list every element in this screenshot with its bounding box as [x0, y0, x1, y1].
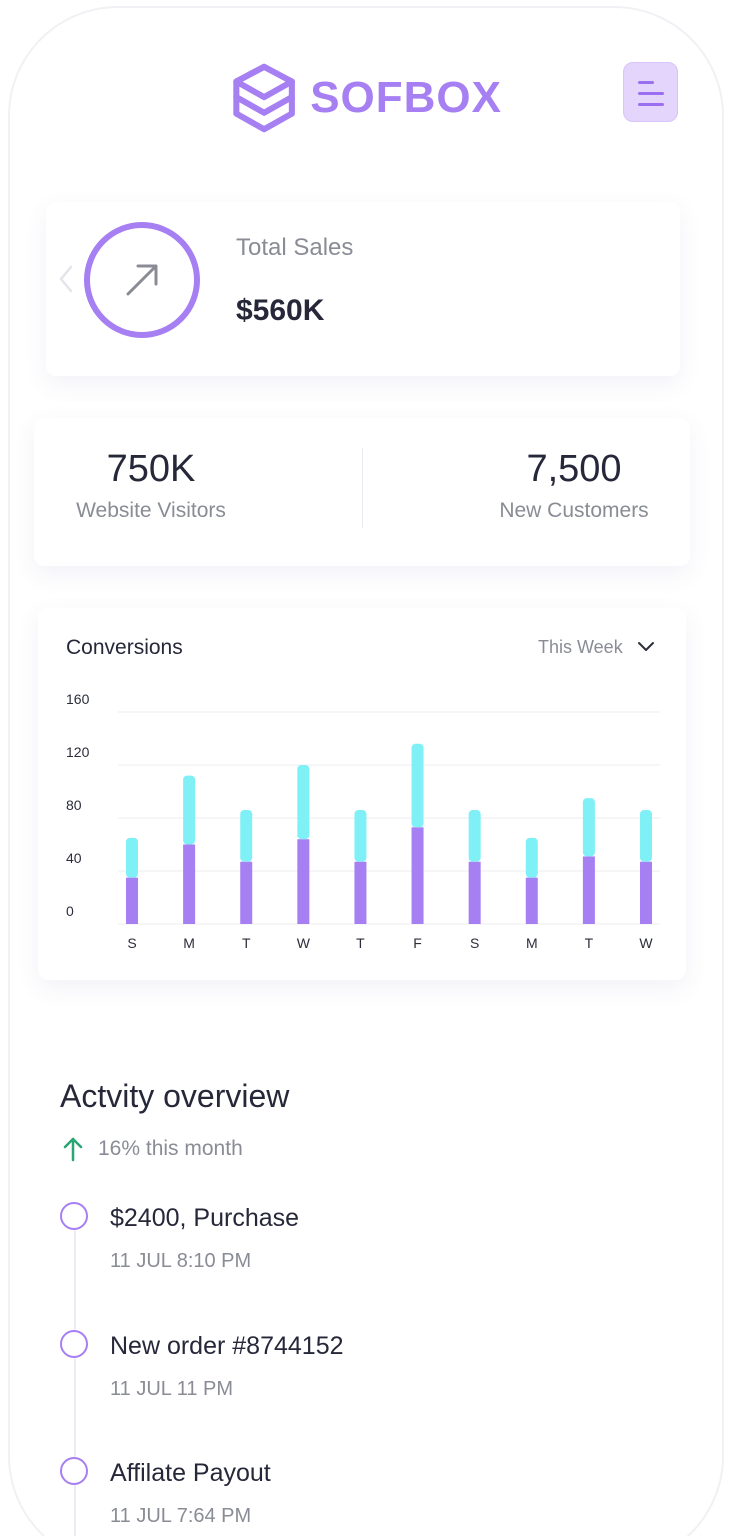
x-tick-label: F — [413, 935, 422, 951]
chevron-down-icon — [637, 642, 654, 651]
y-tick-label: 80 — [66, 797, 82, 813]
timeline-item-time: 11 JUL 8:10 PM — [110, 1250, 252, 1272]
bar-segment[interactable] — [525, 837, 538, 878]
bar-segment[interactable] — [582, 798, 595, 857]
bar-segment[interactable] — [411, 743, 424, 828]
bar-segment[interactable] — [240, 861, 253, 924]
conversions-title: Conversions — [66, 636, 183, 659]
x-tick-label: S — [127, 935, 136, 951]
bar-segment[interactable] — [640, 861, 652, 924]
brand-name: SOFBOX — [310, 73, 502, 122]
x-tick-label: W — [297, 935, 311, 951]
bar-segment[interactable] — [468, 810, 481, 862]
timeline-dot — [60, 1330, 88, 1358]
stats-card: 750K Website Visitors 7,500 New Customer… — [34, 418, 690, 566]
x-tick-label: T — [242, 935, 251, 951]
bar-segment[interactable] — [640, 810, 652, 862]
timeline-item-time: 11 JUL 7:64 PM — [110, 1505, 252, 1527]
time-range-label: This Week — [538, 636, 623, 657]
arrow-up-icon — [63, 1137, 83, 1162]
timeline-item-title: $2400, Purchase — [110, 1204, 300, 1232]
x-tick-label: T — [585, 935, 594, 951]
brand-logo[interactable]: SOFBOX — [232, 56, 502, 140]
menu-icon-bar — [638, 103, 664, 106]
total-sales-card: Total Sales $560K — [46, 202, 680, 376]
activity-overview-title: Actvity overview — [60, 1078, 290, 1114]
bar-segment[interactable] — [525, 877, 538, 924]
y-tick-label: 0 — [66, 903, 74, 919]
timeline-item-title: Affilate Payout — [110, 1459, 271, 1487]
timeline-dot — [60, 1457, 88, 1485]
y-tick-label: 160 — [66, 691, 90, 707]
timeline-line — [74, 1230, 76, 1536]
activity-trend-text: 16% this month — [98, 1137, 243, 1160]
stat-value: 7,500 — [526, 448, 622, 490]
timeline-item-time: 11 JUL 11 PM — [110, 1378, 234, 1400]
menu-button[interactable] — [623, 62, 678, 122]
stat-label: Website Visitors — [76, 499, 226, 522]
conversions-card: 160 120 80 40 0 S M T W T F S M T W Conversions This W… — [38, 608, 686, 980]
x-tick-label: T — [356, 935, 365, 951]
stat-value: 750K — [106, 448, 196, 490]
bar-segment[interactable] — [126, 877, 138, 924]
chevron-left-icon[interactable] — [58, 264, 74, 294]
y-tick-label: 40 — [66, 850, 82, 866]
bar-segment[interactable] — [354, 861, 367, 924]
stat-label: New Customers — [499, 499, 649, 522]
website-visitors-stat: 750K Website Visitors — [68, 448, 234, 523]
box-logo-icon — [233, 63, 295, 133]
bar-segment[interactable] — [240, 810, 253, 862]
bar-segment[interactable] — [126, 837, 138, 878]
bar-segment[interactable] — [297, 765, 310, 840]
total-sales-label: Total Sales — [236, 234, 354, 261]
new-customers-stat: 7,500 New Customers — [490, 448, 658, 523]
x-tick-label: W — [639, 935, 653, 951]
y-tick-label: 120 — [66, 744, 90, 760]
bar-segment[interactable] — [582, 856, 595, 924]
time-range-dropdown[interactable]: This Week — [538, 632, 668, 662]
bar-segment[interactable] — [183, 775, 196, 845]
menu-icon — [638, 81, 654, 84]
total-sales-value: $560K — [236, 294, 325, 327]
conversions-chart: 160 120 80 40 0 S M T W T F S M T W — [66, 691, 660, 951]
bar-segment[interactable] — [354, 810, 367, 862]
bar-segment[interactable] — [297, 839, 310, 924]
stats-divider — [362, 448, 363, 528]
arrow-up-right-icon — [126, 264, 158, 296]
bar-segment[interactable] — [468, 861, 481, 924]
bar-segment[interactable] — [183, 844, 196, 925]
activity-trend: 16% this month — [62, 1136, 243, 1162]
timeline-item-title: New order #8744152 — [110, 1332, 344, 1360]
menu-icon-bar — [638, 92, 664, 95]
x-tick-label: M — [526, 935, 538, 951]
sales-progress-ring — [84, 222, 200, 338]
bar-segment[interactable] — [411, 827, 424, 924]
x-tick-label: S — [470, 935, 479, 951]
x-tick-label: M — [183, 935, 195, 951]
timeline-dot — [60, 1202, 88, 1230]
